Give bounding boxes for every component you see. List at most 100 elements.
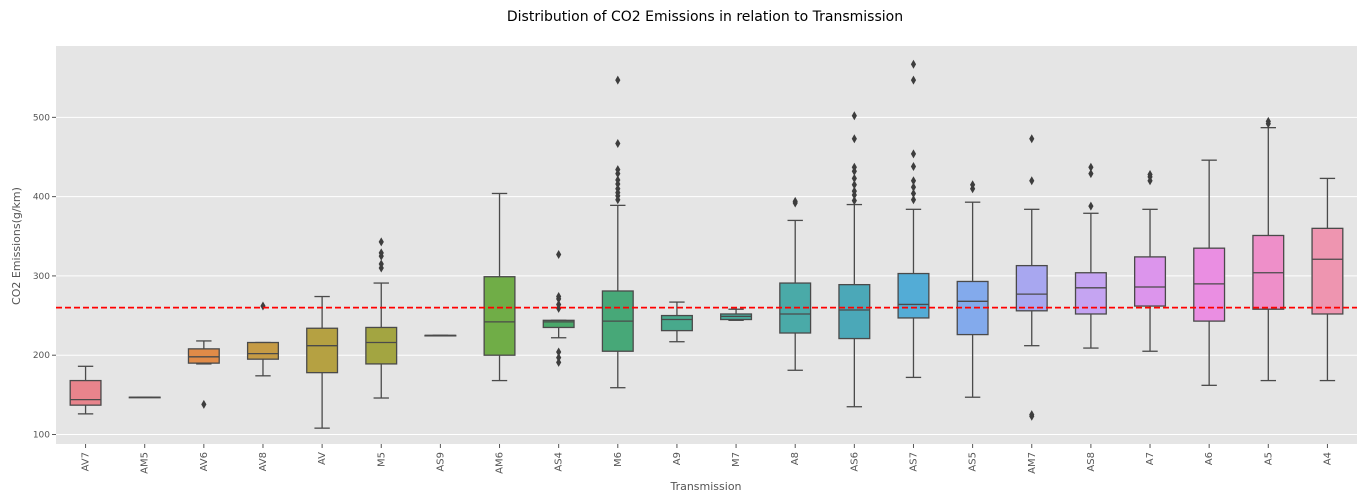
outlier-AS4-6 xyxy=(556,292,562,302)
box-AS5 xyxy=(956,180,989,398)
outlier-AS4-0 xyxy=(556,357,562,367)
outlier-AS7-4 xyxy=(910,162,917,172)
outlier-AS7-3 xyxy=(910,176,917,186)
box-body-A4 xyxy=(1311,227,1344,315)
x-tick-label-AM5: AM5 xyxy=(140,452,151,474)
outlier-M6-8 xyxy=(615,139,621,149)
x-tick-label-A9: A9 xyxy=(672,452,683,465)
outlier-AS7-1 xyxy=(910,188,917,198)
y-axis-ticks: 100 200 300 400 500 xyxy=(33,113,56,440)
x-tick-label-A7: A7 xyxy=(1145,452,1156,465)
outlier-AS7-7 xyxy=(910,59,917,69)
box-M6 xyxy=(601,75,634,389)
outlier-AS7-5 xyxy=(910,149,917,159)
x-tick-label-M5: M5 xyxy=(376,452,387,467)
y-tick-label-300: 300 xyxy=(33,272,50,282)
box-body-A6 xyxy=(1193,247,1226,322)
outlier-A5-1 xyxy=(1265,116,1271,126)
box-AM7 xyxy=(1015,134,1048,421)
x-tick-label-AV6: AV6 xyxy=(199,452,210,471)
outlier-M5-1 xyxy=(378,259,384,269)
box-body-AM7 xyxy=(1015,264,1048,312)
x-tick-label-AS6: AS6 xyxy=(849,452,860,472)
x-axis-ticks: AV7 AM5 AV6 AV8 AV M5 AS9 AM6 AS4 M6 A9 M7 A8 AS6 AS7 A… xyxy=(81,444,1333,474)
outlier-AS7-0 xyxy=(910,195,917,205)
outlier-M5-3 xyxy=(378,248,384,258)
outlier-AS4-1 xyxy=(556,353,562,363)
box-M7 xyxy=(720,308,753,321)
box-M5 xyxy=(365,237,398,399)
outlier-AS6-6 xyxy=(851,162,857,172)
box-AM5 xyxy=(128,396,161,399)
box-A7 xyxy=(1133,169,1167,352)
outlier-M6-3 xyxy=(615,184,621,194)
outlier-AS5-1 xyxy=(970,180,976,190)
x-tick-label-A5: A5 xyxy=(1263,452,1274,465)
x-axis-label: Transmission xyxy=(669,480,741,493)
outlier-AS7-2 xyxy=(910,182,917,192)
outlier-M6-7 xyxy=(615,165,621,175)
outlier-AS4-2 xyxy=(556,347,562,357)
box-AV7 xyxy=(69,365,102,415)
x-tick-label-M6: M6 xyxy=(613,452,624,467)
x-tick-label-AV: AV xyxy=(317,452,328,465)
y-tick-label-100: 100 xyxy=(33,430,50,440)
box-body-AV7 xyxy=(69,379,102,406)
outlier-AM7-1 xyxy=(1029,410,1035,420)
box-AV8 xyxy=(246,301,280,377)
box-AV xyxy=(306,295,339,429)
x-tick-label-AS7: AS7 xyxy=(908,452,919,472)
box-body-AV8 xyxy=(246,341,280,360)
outlier-AS8-1 xyxy=(1088,169,1094,179)
outlier-M5-4 xyxy=(378,237,384,247)
x-tick-label-A4: A4 xyxy=(1322,452,1333,465)
outlier-AV8-0 xyxy=(260,301,266,311)
box-A4 xyxy=(1311,177,1344,382)
box-A5 xyxy=(1252,116,1285,382)
outlier-M6-5 xyxy=(615,175,621,185)
box-AS9 xyxy=(424,334,457,337)
x-tick-label-AS5: AS5 xyxy=(968,452,979,472)
box-body-AM6 xyxy=(483,276,516,356)
outlier-AS6-2 xyxy=(851,186,857,196)
outlier-M6-9 xyxy=(615,75,621,85)
box-AS4 xyxy=(542,250,575,367)
x-tick-label-AM7: AM7 xyxy=(1027,452,1038,474)
outlier-AM7-3 xyxy=(1029,134,1035,144)
box-body-M5 xyxy=(365,326,398,365)
outlier-AS6-4 xyxy=(851,173,857,183)
x-tick-label-AV7: AV7 xyxy=(81,452,92,471)
outlier-AS6-0 xyxy=(851,196,857,206)
boxes-layer xyxy=(69,59,1344,429)
y-tick-label-400: 400 xyxy=(33,193,50,203)
outlier-AS8-0 xyxy=(1088,201,1094,211)
box-AV6 xyxy=(187,340,220,409)
outlier-AS6-8 xyxy=(851,111,857,121)
outlier-AS4-4 xyxy=(556,299,562,309)
y-tick-label-200: 200 xyxy=(33,351,50,361)
box-body-A9 xyxy=(660,314,693,332)
box-AS6 xyxy=(838,111,871,408)
outlier-AS7-6 xyxy=(910,75,917,85)
x-tick-label-A6: A6 xyxy=(1204,452,1215,465)
box-body-AS4 xyxy=(542,319,575,329)
y-axis-label: CO2 Emissions(g/km) xyxy=(10,187,23,305)
box-body-AS6 xyxy=(838,283,871,340)
box-body-A7 xyxy=(1133,256,1167,307)
x-tick-label-AV8: AV8 xyxy=(258,452,269,471)
x-tick-label-AM6: AM6 xyxy=(495,452,506,474)
outlier-AS6-3 xyxy=(851,180,857,190)
outlier-AS6-7 xyxy=(851,134,857,144)
outlier-AM7-2 xyxy=(1029,176,1035,186)
x-tick-label-M7: M7 xyxy=(731,452,742,467)
box-AM6 xyxy=(483,192,516,382)
box-body-AV xyxy=(306,327,339,374)
plot-area xyxy=(56,46,1357,444)
outlier-A8-1 xyxy=(792,196,798,206)
x-tick-label-AS9: AS9 xyxy=(435,452,446,472)
outlier-A7-2 xyxy=(1147,169,1153,179)
y-tick-label-500: 500 xyxy=(33,113,50,123)
box-A6 xyxy=(1193,159,1226,386)
x-tick-label-A8: A8 xyxy=(790,452,801,465)
